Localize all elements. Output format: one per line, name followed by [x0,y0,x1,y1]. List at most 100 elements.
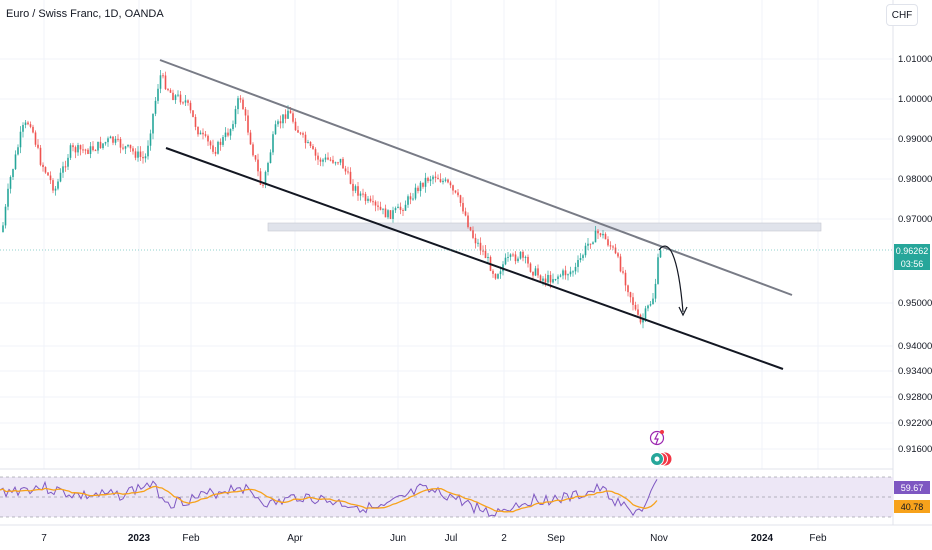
candle [122,143,124,151]
candle [534,265,537,277]
candle [529,262,532,273]
candle [634,301,637,311]
time-axis[interactable]: 7 2023 Feb Apr Jun Jul 2 Sep Nov 2024 Feb [41,533,827,544]
candle [62,161,64,178]
price-axis[interactable]: 1.01000 1.00000 0.99000 0.98000 0.97000 0.950… [898,54,932,455]
candle [44,166,47,174]
candle [589,243,592,249]
candle [189,100,192,114]
candle [517,256,519,263]
candle [212,139,214,155]
candle [57,178,59,191]
candle [364,191,367,205]
candle [382,208,384,215]
candle [422,182,424,189]
time-tick-label: Feb [809,533,827,544]
candle [572,270,574,277]
candle [354,184,357,194]
candle [242,97,244,110]
candle [632,292,634,311]
candle [147,140,149,160]
candle [464,207,467,217]
candle [387,209,389,220]
candle [47,171,49,176]
candle [404,200,407,211]
channel-upper-line[interactable] [159,59,793,296]
candle [444,177,447,183]
candle [27,120,29,126]
candle [454,190,457,194]
candle [182,101,184,105]
candle [424,172,427,193]
candle [394,206,397,214]
candle [592,241,594,245]
candle [539,274,542,282]
candle [142,151,144,164]
candle [192,110,194,118]
chart-grid [0,0,893,469]
candle [374,200,377,212]
currency-button[interactable]: CHF [886,4,918,26]
candle [369,195,372,203]
candle [349,167,352,185]
candle [134,148,137,161]
candle [467,212,469,229]
candle [214,147,217,157]
candle [604,232,607,240]
candle [582,253,584,261]
price-tick-label: 0.91600 [898,444,932,455]
candle [222,134,224,147]
candle [124,145,127,154]
candle [412,193,414,201]
price-tick-label: 0.97000 [898,214,932,225]
channel-lower-line[interactable] [165,147,784,370]
countdown-tag: 03:56 [894,257,930,270]
candle [304,131,307,149]
candle [484,245,487,259]
candle [397,203,399,209]
candle [587,238,589,251]
candle [234,105,237,128]
candle [427,176,429,184]
candle [279,115,282,129]
candle [377,201,379,211]
candle [509,253,512,261]
time-tick-label: 7 [41,533,47,544]
candle [347,166,349,175]
event-icon-lightning[interactable] [649,430,665,446]
candle [317,152,319,165]
candle [274,120,277,135]
candle [59,168,62,183]
candle [527,254,529,268]
price-tick-label: 1.01000 [898,54,932,65]
candle [342,156,344,169]
rsi-line [0,479,658,517]
candle [439,173,442,183]
candle [322,158,324,167]
candle [617,251,619,259]
price-tick-label: 0.98000 [898,174,932,185]
candle [12,168,14,181]
time-tick-label: Sep [547,533,565,544]
candle [597,228,599,240]
candle [184,94,187,106]
candle [359,191,362,201]
event-icon-earnings[interactable] [650,452,672,466]
candle [449,180,452,189]
candle [144,153,147,163]
candle [562,268,564,280]
candle [84,148,87,155]
candle [99,136,102,149]
candle [299,131,302,136]
candle [429,175,432,186]
rsi-value-tag: 59.67 [894,481,930,494]
candle [247,109,249,136]
candle [157,84,159,104]
candle [602,230,604,239]
candle [389,210,392,220]
candle [512,252,514,258]
time-tick-label: 2 [501,533,507,544]
time-tick-label: 2023 [128,533,151,544]
candle [469,226,472,232]
